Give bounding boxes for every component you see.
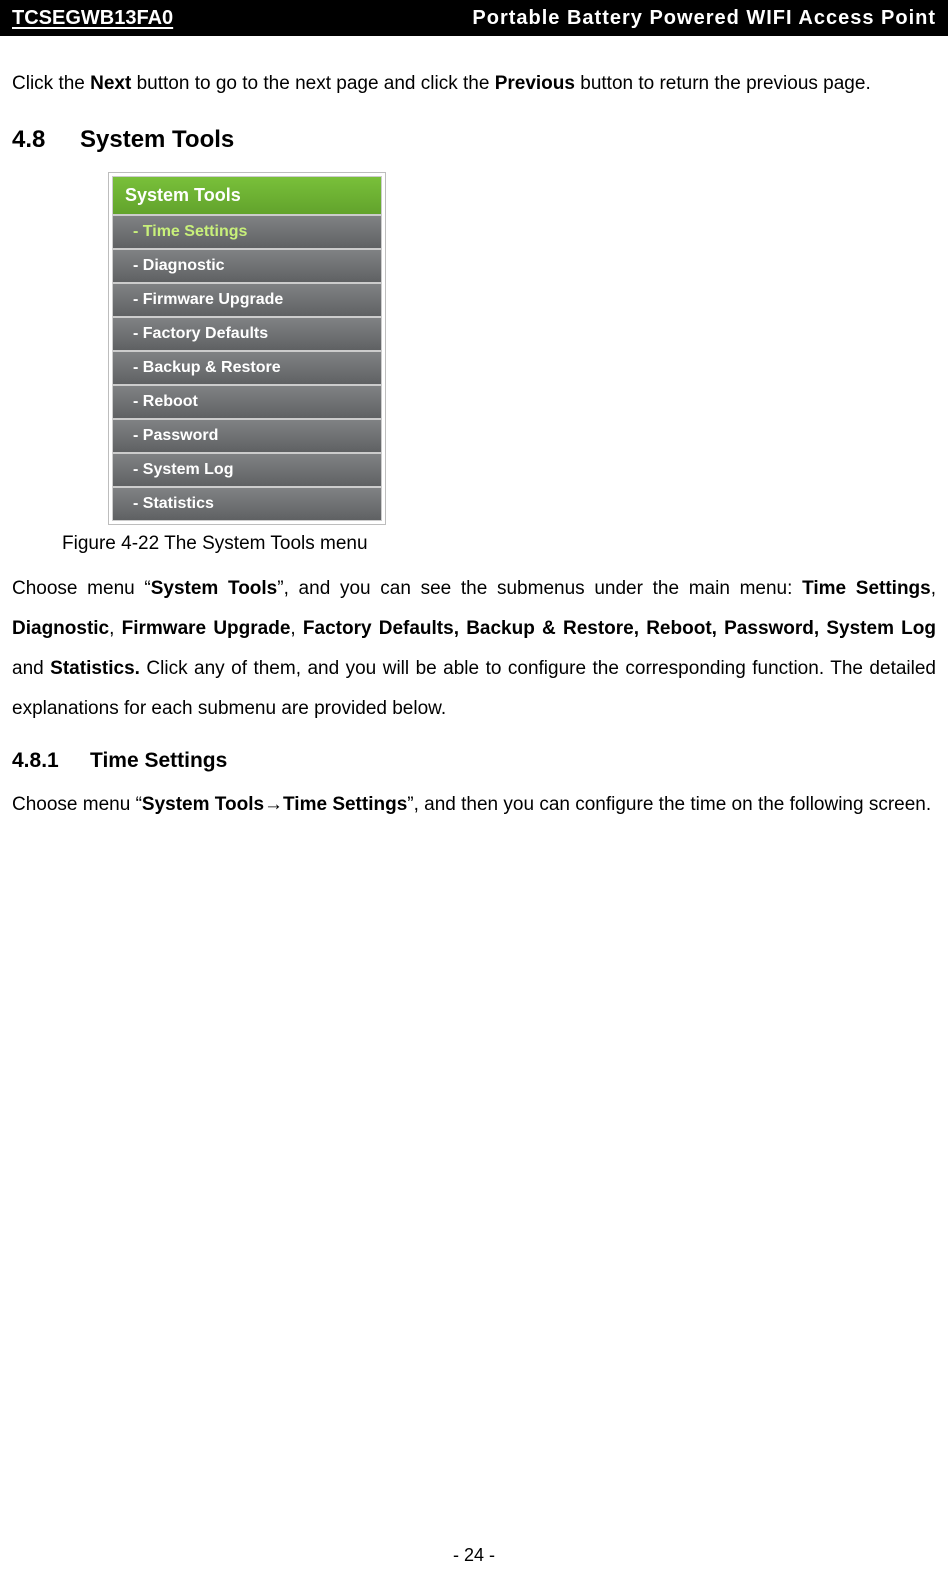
- page-content: Click the Next button to go to the next …: [0, 36, 948, 825]
- previous-label: Previous: [495, 73, 575, 94]
- subsection-title: Time Settings: [90, 749, 227, 772]
- bold-text: Firmware Upgrade: [122, 618, 291, 639]
- intro-paragraph: Click the Next button to go to the next …: [12, 64, 936, 104]
- text: button to go to the next page and click …: [131, 73, 494, 94]
- bold-text: System Tools: [151, 578, 278, 599]
- menu-item-time-settings[interactable]: - Time Settings: [112, 215, 382, 249]
- system-tools-menu: System Tools - Time Settings - Diagnosti…: [108, 172, 386, 525]
- subsection-paragraph: Choose menu “System Tools→Time Settings”…: [12, 785, 936, 825]
- section-number: 4.8: [12, 126, 80, 154]
- page-number: - 24 -: [0, 1545, 948, 1566]
- text: button to return the previous page.: [575, 73, 871, 94]
- text: Click the: [12, 73, 90, 94]
- description-paragraph: Choose menu “System Tools”, and you can …: [12, 569, 936, 729]
- text: ”, and then you can configure the time o…: [407, 794, 931, 815]
- subsection-number: 4.8.1: [12, 749, 90, 773]
- menu-item-firmware-upgrade[interactable]: - Firmware Upgrade: [112, 283, 382, 317]
- menu-item-diagnostic[interactable]: - Diagnostic: [112, 249, 382, 283]
- text: ”, and you can see the submenus under th…: [277, 578, 802, 599]
- text: Choose menu “: [12, 794, 142, 815]
- text: ,: [931, 578, 936, 599]
- subsection-heading: 4.8.1Time Settings: [12, 749, 936, 773]
- text: ,: [109, 618, 122, 639]
- bold-text: Statistics.: [50, 658, 140, 679]
- section-title: System Tools: [80, 126, 234, 153]
- menu-item-backup-restore[interactable]: - Backup & Restore: [112, 351, 382, 385]
- menu-item-system-log[interactable]: - System Log: [112, 453, 382, 487]
- document-page: TCSEGWB13FA0 Portable Battery Powered WI…: [0, 0, 948, 1590]
- bold-text: Factory Defaults, Backup & Restore, Rebo…: [303, 618, 936, 639]
- text: Choose menu “: [12, 578, 151, 599]
- figure-caption: Figure 4-22 The System Tools menu: [62, 533, 936, 555]
- bold-text: Diagnostic: [12, 618, 109, 639]
- menu-item-factory-defaults[interactable]: - Factory Defaults: [112, 317, 382, 351]
- product-title: Portable Battery Powered WIFI Access Poi…: [472, 7, 936, 30]
- bold-text: System Tools→Time Settings: [142, 794, 407, 815]
- model-code: TCSEGWB13FA0: [12, 7, 173, 30]
- page-header-bar: TCSEGWB13FA0 Portable Battery Powered WI…: [0, 0, 948, 36]
- text: ,: [290, 618, 303, 639]
- text: Click any of them, and you will be able …: [12, 658, 936, 719]
- text: and: [12, 658, 50, 679]
- menu-item-password[interactable]: - Password: [112, 419, 382, 453]
- menu-item-reboot[interactable]: - Reboot: [112, 385, 382, 419]
- next-label: Next: [90, 73, 131, 94]
- menu-item-statistics[interactable]: - Statistics: [112, 487, 382, 521]
- menu-header[interactable]: System Tools: [112, 176, 382, 215]
- section-heading: 4.8System Tools: [12, 126, 936, 154]
- bold-text: Time Settings: [802, 578, 931, 599]
